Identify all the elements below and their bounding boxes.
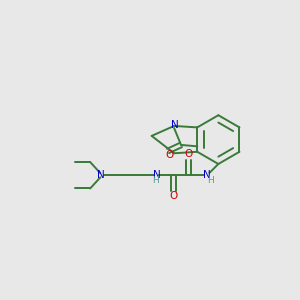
Text: H: H bbox=[153, 176, 159, 185]
Text: O: O bbox=[184, 149, 193, 160]
Text: N: N bbox=[202, 170, 210, 180]
Text: H: H bbox=[207, 176, 213, 185]
Text: N: N bbox=[98, 170, 105, 180]
Text: O: O bbox=[169, 191, 177, 201]
Text: N: N bbox=[170, 120, 178, 130]
Text: N: N bbox=[153, 170, 161, 180]
Text: O: O bbox=[165, 150, 174, 160]
